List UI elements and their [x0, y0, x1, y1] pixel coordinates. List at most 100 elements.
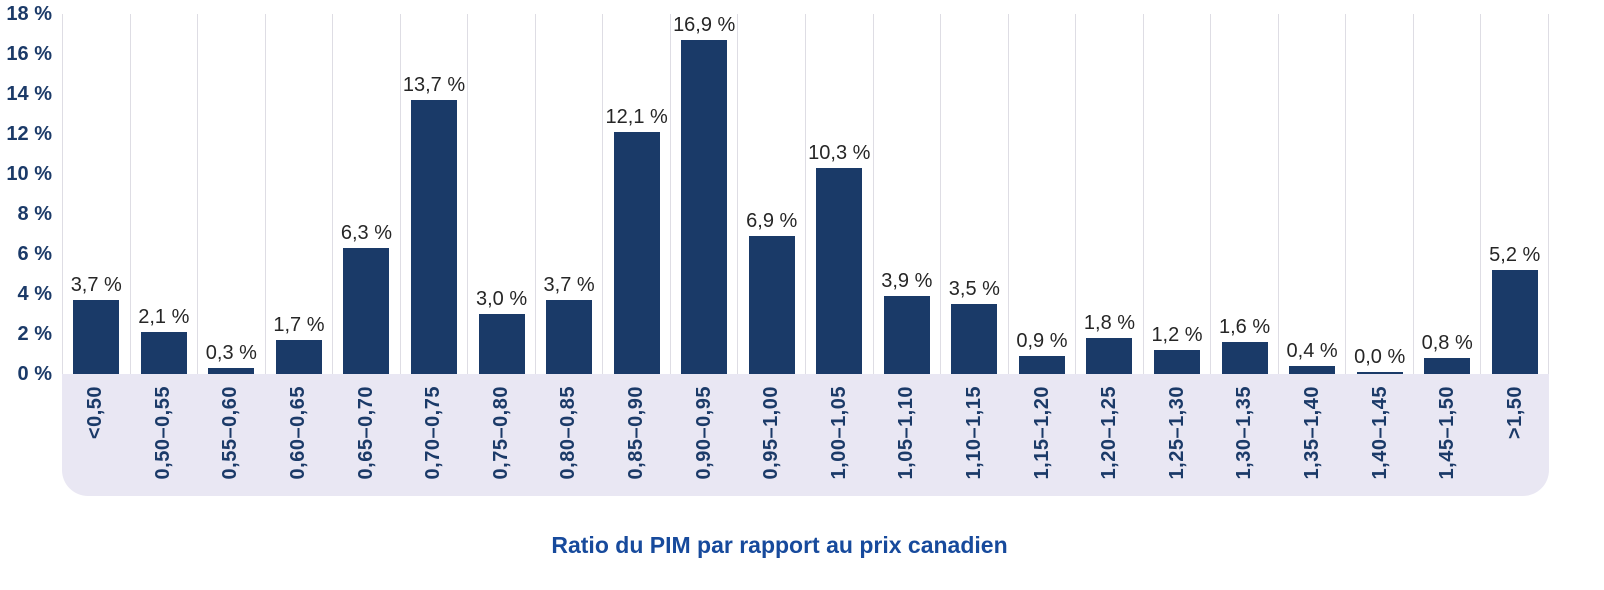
bar	[613, 132, 660, 374]
x-axis: <0,50 0,50–0,55 0,55–0,60 0,60–0,65 0,65–0,7…	[10, 374, 1549, 496]
bar-column: 0,9 %	[1009, 14, 1077, 374]
bar-column: 6,3 %	[333, 14, 401, 374]
bar	[411, 100, 457, 374]
category-label: 1,10–1,15	[963, 386, 986, 480]
y-tick-label: 6 %	[17, 243, 52, 265]
x-axis-spacer	[10, 374, 62, 496]
bar-column: 3,0 %	[468, 14, 536, 374]
category-cell: 0,75–0,80	[468, 374, 536, 496]
category-label: 0,95–1,00	[760, 386, 783, 480]
category-label: 1,40–1,45	[1368, 386, 1391, 480]
bar-column: 10,3 %	[806, 14, 874, 374]
bar-column: 1,6 %	[1211, 14, 1279, 374]
category-cell: 1,20–1,25	[1076, 374, 1144, 496]
category-cell: 1,05–1,10	[873, 374, 941, 496]
bar-column: 13,7 %	[401, 14, 469, 374]
bar	[343, 248, 390, 374]
y-tick-label: 18 %	[6, 3, 52, 25]
bar	[275, 340, 322, 374]
category-cell: 0,55–0,60	[197, 374, 265, 496]
bar-value-label: 3,7 %	[543, 274, 595, 296]
bar-column: 3,7 %	[536, 14, 604, 374]
category-cell: 1,40–1,45	[1346, 374, 1414, 496]
category-cell: >1,50	[1481, 374, 1549, 496]
y-tick-label: 4 %	[17, 283, 52, 305]
bar	[816, 168, 863, 374]
plot-area: 3,7 % 2,1 % 0,3 % 1,7 % 6,3 % 13,7 % 3,0 % 3,7 …	[62, 14, 1550, 374]
bar-column: 1,8 %	[1076, 14, 1144, 374]
bar-value-label: 1,7 %	[273, 314, 325, 336]
bar-column: 6,9 %	[738, 14, 807, 374]
bar-value-label: 16,9 %	[673, 14, 736, 36]
category-label: 0,60–0,65	[287, 386, 310, 480]
y-tick-label: 12 %	[6, 123, 52, 145]
bar	[1154, 350, 1201, 374]
bar	[1491, 270, 1538, 374]
category-cell: 1,30–1,35	[1211, 374, 1279, 496]
category-cell: 0,90–0,95	[670, 374, 738, 496]
category-cell: 1,10–1,15	[941, 374, 1009, 496]
bar-value-label: 1,2 %	[1151, 324, 1203, 346]
bar-column: 0,3 %	[198, 14, 266, 374]
bar	[748, 236, 795, 374]
category-cell: 1,25–1,30	[1144, 374, 1212, 496]
x-axis-title: Ratio du PIM par rapport au prix canadie…	[551, 532, 1008, 558]
category-cell: 1,00–1,05	[806, 374, 874, 496]
bar-value-label: 6,3 %	[340, 222, 393, 244]
bar-chart: 0 % 2 % 4 % 6 % 8 % 10 % 12 % 14 % 16 % 18 % 3,7 …	[6, 3, 1550, 558]
bar-value-label: 1,8 %	[1083, 312, 1136, 334]
y-tick-label: 0 %	[17, 363, 52, 385]
bar-column: 12,1 %	[603, 14, 671, 374]
bar-value-label: 6,9 %	[746, 210, 798, 232]
category-label: 0,65–0,70	[354, 386, 377, 480]
bar	[681, 40, 728, 374]
y-tick-label: 16 %	[6, 43, 52, 65]
category-cell: 1,45–1,50	[1414, 374, 1482, 496]
bar-value-label: 2,1 %	[138, 306, 190, 328]
category-label: 0,55–0,60	[219, 386, 242, 480]
bar-value-label: 0,9 %	[1016, 330, 1068, 352]
bar-column: 16,9 %	[671, 14, 739, 374]
category-cell: 1,35–1,40	[1279, 374, 1347, 496]
category-label: 1,00–1,05	[827, 386, 850, 480]
bar	[883, 296, 930, 374]
category-label: 0,85–0,90	[625, 386, 648, 480]
bar-column: 3,9 %	[874, 14, 942, 374]
category-cell: 0,85–0,90	[603, 374, 671, 496]
category-label: 1,20–1,25	[1098, 386, 1121, 480]
bar-column: 3,5 %	[941, 14, 1009, 374]
bar-column: 0,0 %	[1346, 14, 1414, 374]
bar	[1086, 338, 1133, 374]
bar	[546, 300, 593, 374]
category-label: 1,15–1,20	[1030, 386, 1053, 480]
category-cell: 0,65–0,70	[332, 374, 400, 496]
category-cell: 0,60–0,65	[265, 374, 333, 496]
category-cell: 0,95–1,00	[738, 374, 806, 496]
bar-value-label: 13,7 %	[402, 74, 466, 96]
bar-column: 0,8 %	[1414, 14, 1482, 374]
bar	[478, 314, 525, 374]
bar-value-label: 1,6 %	[1218, 316, 1271, 338]
category-label: 0,50–0,55	[151, 386, 174, 480]
bar-column: 0,4 %	[1279, 14, 1347, 374]
bar	[1221, 342, 1268, 374]
bar-value-label: 3,0 %	[475, 288, 528, 310]
category-label: 0,90–0,95	[692, 386, 715, 480]
bar-column: 1,7 %	[266, 14, 334, 374]
category-cell: <0,50	[62, 374, 130, 496]
bar	[73, 300, 120, 374]
y-tick-label: 14 %	[6, 83, 52, 105]
category-band: <0,50 0,50–0,55 0,55–0,60 0,60–0,65 0,65–0,7…	[62, 374, 1549, 496]
category-label: 1,30–1,35	[1233, 386, 1256, 480]
bar	[1356, 372, 1403, 374]
y-tick-label: 10 %	[6, 163, 52, 185]
category-label: 1,05–1,10	[895, 386, 918, 480]
bar-value-label: 5,2 %	[1489, 244, 1541, 266]
bar	[951, 304, 998, 374]
bar-value-label: 12,1 %	[605, 106, 668, 128]
category-cell: 0,70–0,75	[400, 374, 468, 496]
category-label: 0,80–0,85	[557, 386, 580, 480]
y-tick-label: 2 %	[17, 323, 52, 345]
category-cell: 0,80–0,85	[535, 374, 603, 496]
category-label: 1,25–1,30	[1165, 386, 1188, 480]
